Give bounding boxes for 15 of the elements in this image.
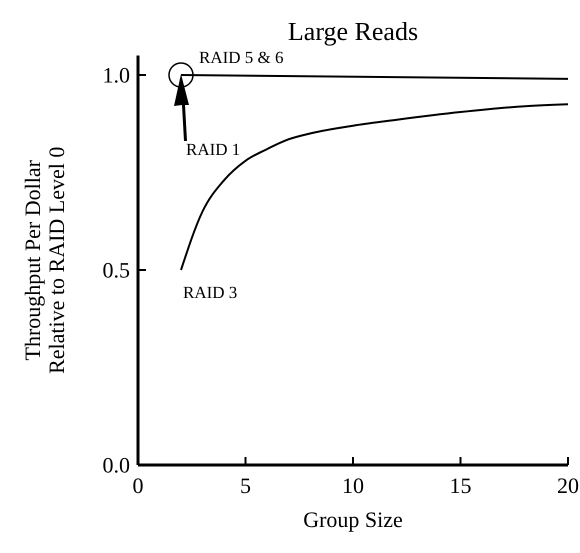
series-label: RAID 5 & 6	[199, 48, 284, 67]
x-axis-title: Group Size	[303, 507, 403, 532]
chart-title: Large Reads	[288, 17, 418, 46]
y-tick-label: 1.0	[102, 62, 130, 88]
x-tick-label: 20	[557, 473, 579, 498]
y-tick-label: 0.0	[102, 452, 130, 478]
series-label: RAID 3	[183, 283, 238, 302]
y-tick-label: 0.5	[102, 258, 130, 283]
x-tick-label: 10	[342, 473, 364, 498]
x-tick-label: 15	[450, 473, 472, 498]
annotation: RAID 1	[186, 140, 240, 159]
x-tick-label: 5	[240, 473, 251, 498]
x-tick-label: 0	[132, 473, 144, 498]
line-series	[180, 103, 569, 271]
y-axis-title: Throughput Per Dollar Relative to RAID Level 0	[20, 146, 69, 374]
